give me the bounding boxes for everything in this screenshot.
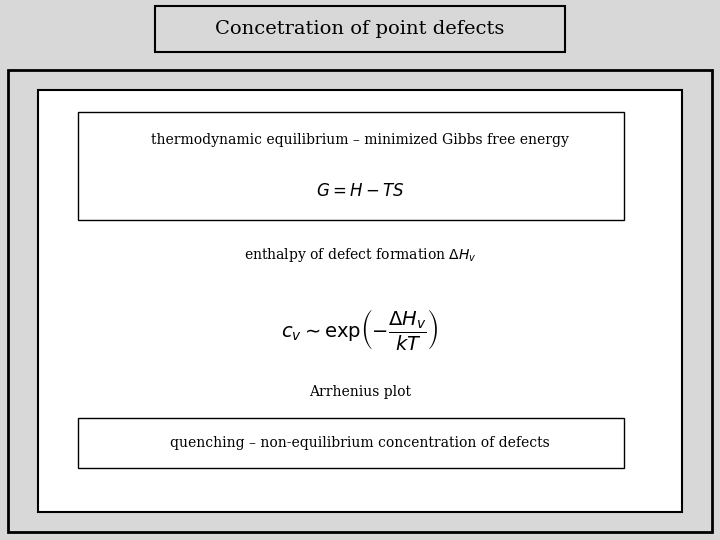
FancyBboxPatch shape xyxy=(155,6,565,52)
Text: $G = H - TS$: $G = H - TS$ xyxy=(316,184,404,200)
FancyBboxPatch shape xyxy=(38,90,682,512)
Text: thermodynamic equilibrium – minimized Gibbs free energy: thermodynamic equilibrium – minimized Gi… xyxy=(151,133,569,147)
Text: $c_v \sim \mathrm{exp}\left(-\dfrac{\Delta H_v}{kT}\right)$: $c_v \sim \mathrm{exp}\left(-\dfrac{\Del… xyxy=(282,307,438,353)
Text: Concetration of point defects: Concetration of point defects xyxy=(215,20,505,38)
FancyBboxPatch shape xyxy=(78,112,624,220)
FancyBboxPatch shape xyxy=(78,418,624,468)
Text: Arrhenius plot: Arrhenius plot xyxy=(309,385,411,399)
Text: quenching – non-equilibrium concentration of defects: quenching – non-equilibrium concentratio… xyxy=(170,436,550,450)
FancyBboxPatch shape xyxy=(8,70,712,532)
Text: enthalpy of defect formation $\Delta H_v$: enthalpy of defect formation $\Delta H_v… xyxy=(243,246,477,264)
